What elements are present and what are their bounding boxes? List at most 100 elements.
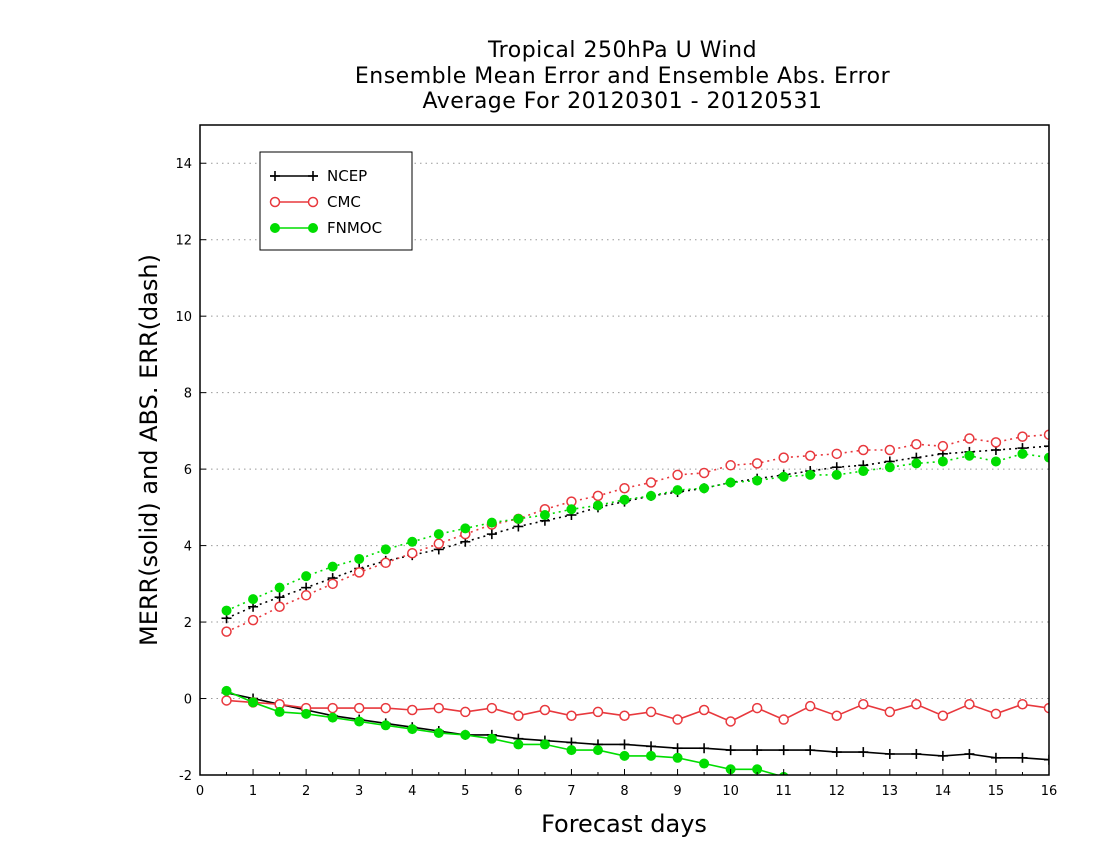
fnmoc-abs-error-point xyxy=(566,504,577,515)
cmc-abs-error-point xyxy=(990,437,1002,448)
ncep-mean-error-point xyxy=(672,743,683,754)
fnmoc-abs-error-point xyxy=(327,561,338,572)
fnmoc-abs-error-point xyxy=(486,517,497,528)
fnmoc-mean-error-point xyxy=(248,697,259,708)
cmc-abs-error-point xyxy=(274,601,285,613)
fnmoc-mean-error-point xyxy=(327,712,338,723)
ncep-mean-error-point xyxy=(964,748,975,759)
cmc-abs-error-point xyxy=(911,439,922,450)
x-tick-label: 3 xyxy=(355,784,363,799)
cmc-mean-error-point xyxy=(831,710,842,721)
cmc-abs-error-point xyxy=(1043,429,1049,440)
fnmoc-mean-error-point xyxy=(221,685,232,696)
x-tick-label: 13 xyxy=(882,784,899,799)
fnmoc-abs-error-point xyxy=(911,458,922,469)
fnmoc-legend-marker xyxy=(270,223,280,233)
fnmoc-mean-error-point xyxy=(619,750,630,761)
cmc-abs-error-point xyxy=(964,433,975,444)
fnmoc-abs-error-point xyxy=(274,582,285,593)
fnmoc-abs-error-point xyxy=(354,553,365,564)
ncep-mean-error-point xyxy=(646,741,657,752)
fnmoc-abs-error-point xyxy=(725,477,736,488)
cmc-abs-error-point xyxy=(353,567,365,578)
fnmoc-mean-error-point xyxy=(912,809,921,818)
cmc-abs-error-line xyxy=(226,433,1049,633)
y-tick-label: 8 xyxy=(184,387,192,402)
chart-title-line-3: Average For 20120301 - 20120531 xyxy=(422,89,823,114)
cmc-mean-error-point xyxy=(486,702,498,714)
x-tick-label: 10 xyxy=(722,784,739,799)
fnmoc-mean-error-point xyxy=(646,750,657,761)
cmc-mean-error-point xyxy=(539,704,551,716)
cmc-abs-error-point xyxy=(858,444,869,456)
ncep-mean-error-point xyxy=(858,747,869,758)
cmc-mean-error-point xyxy=(566,710,577,721)
fnmoc-abs-error-point xyxy=(990,456,1001,467)
fnmoc-mean-error-point xyxy=(592,745,603,756)
fnmoc-mean-error-point xyxy=(301,708,312,719)
fnmoc-abs-error-point xyxy=(221,605,232,616)
cmc-abs-error-point xyxy=(619,482,630,494)
cmc-mean-error-point xyxy=(380,702,391,714)
ncep-mean-error-point xyxy=(805,745,816,756)
cmc-abs-error-point xyxy=(407,547,418,559)
cmc-mean-error-point xyxy=(1043,702,1049,714)
fnmoc-mean-error-point xyxy=(1045,828,1054,837)
cmc-mean-error-point xyxy=(407,704,418,716)
y-tick-label: 10 xyxy=(175,310,192,325)
cmc-mean-error-point xyxy=(221,695,232,706)
fnmoc-abs-error-point xyxy=(433,529,444,540)
x-tick-label: 11 xyxy=(775,784,792,799)
y-tick-label: 4 xyxy=(184,540,192,555)
ncep-mean-error-point xyxy=(725,745,736,756)
cmc-abs-error-point xyxy=(804,450,816,461)
cmc-mean-error-point xyxy=(592,706,604,718)
legend-box xyxy=(259,151,413,251)
cmc-mean-error-point xyxy=(725,716,736,727)
cmc-abs-error-point xyxy=(937,440,949,452)
x-tick-label: 1 xyxy=(249,784,257,799)
cmc-abs-error-point xyxy=(698,467,710,479)
cmc-abs-error-point xyxy=(300,590,312,601)
cmc-mean-error-point xyxy=(884,706,896,718)
fnmoc-mean-error-point xyxy=(859,793,868,802)
fnmoc-abs-error-point xyxy=(858,466,869,477)
x-tick-label: 2 xyxy=(302,784,310,799)
cmc-mean-error-point xyxy=(778,714,789,725)
cmc-legend-marker xyxy=(269,196,281,208)
cmc-abs-error-point xyxy=(831,448,842,460)
ncep-mean-error-point xyxy=(778,745,789,756)
fnmoc-abs-error-point xyxy=(672,485,683,496)
fnmoc-abs-error-point xyxy=(752,475,763,486)
cmc-mean-error-point xyxy=(990,708,1002,720)
ncep-abs-error-point xyxy=(1044,441,1049,452)
fnmoc-abs-error-point xyxy=(592,500,603,511)
cmc-abs-error-point xyxy=(645,477,657,488)
fnmoc-mean-error-point xyxy=(672,752,683,763)
ncep-mean-error-point xyxy=(831,747,842,758)
fnmoc-mean-error-point xyxy=(407,724,418,735)
ncep-mean-error-point xyxy=(990,752,1001,763)
y-tick-label: 14 xyxy=(175,157,192,172)
fnmoc-abs-error-point xyxy=(964,450,975,461)
cmc-abs-error-point xyxy=(725,460,736,471)
x-tick-label: 14 xyxy=(935,784,952,799)
fnmoc-mean-error-point xyxy=(885,801,894,810)
fnmoc-abs-error-point xyxy=(619,494,630,505)
ncep-legend-marker xyxy=(308,171,318,181)
x-tick-label: 9 xyxy=(673,784,681,799)
cmc-legend-marker xyxy=(307,196,319,208)
fnmoc-mean-error-point xyxy=(433,727,444,738)
ncep-legend-label: NCEP xyxy=(327,167,367,185)
fnmoc-mean-error-point xyxy=(274,706,285,717)
cmc-abs-error-point xyxy=(592,490,604,502)
cmc-abs-error-point xyxy=(433,538,445,549)
chart-title-line-1: Tropical 250hPa U Wind xyxy=(487,38,758,63)
cmc-mean-error-point xyxy=(698,704,710,716)
cmc-mean-error-point xyxy=(327,702,338,714)
chart-title-line-2: Ensemble Mean Error and Ensemble Abs. Er… xyxy=(354,64,891,89)
cmc-legend-label: CMC xyxy=(327,193,361,211)
cmc-abs-error-point xyxy=(380,557,391,569)
fnmoc-mean-error-point xyxy=(699,758,710,769)
